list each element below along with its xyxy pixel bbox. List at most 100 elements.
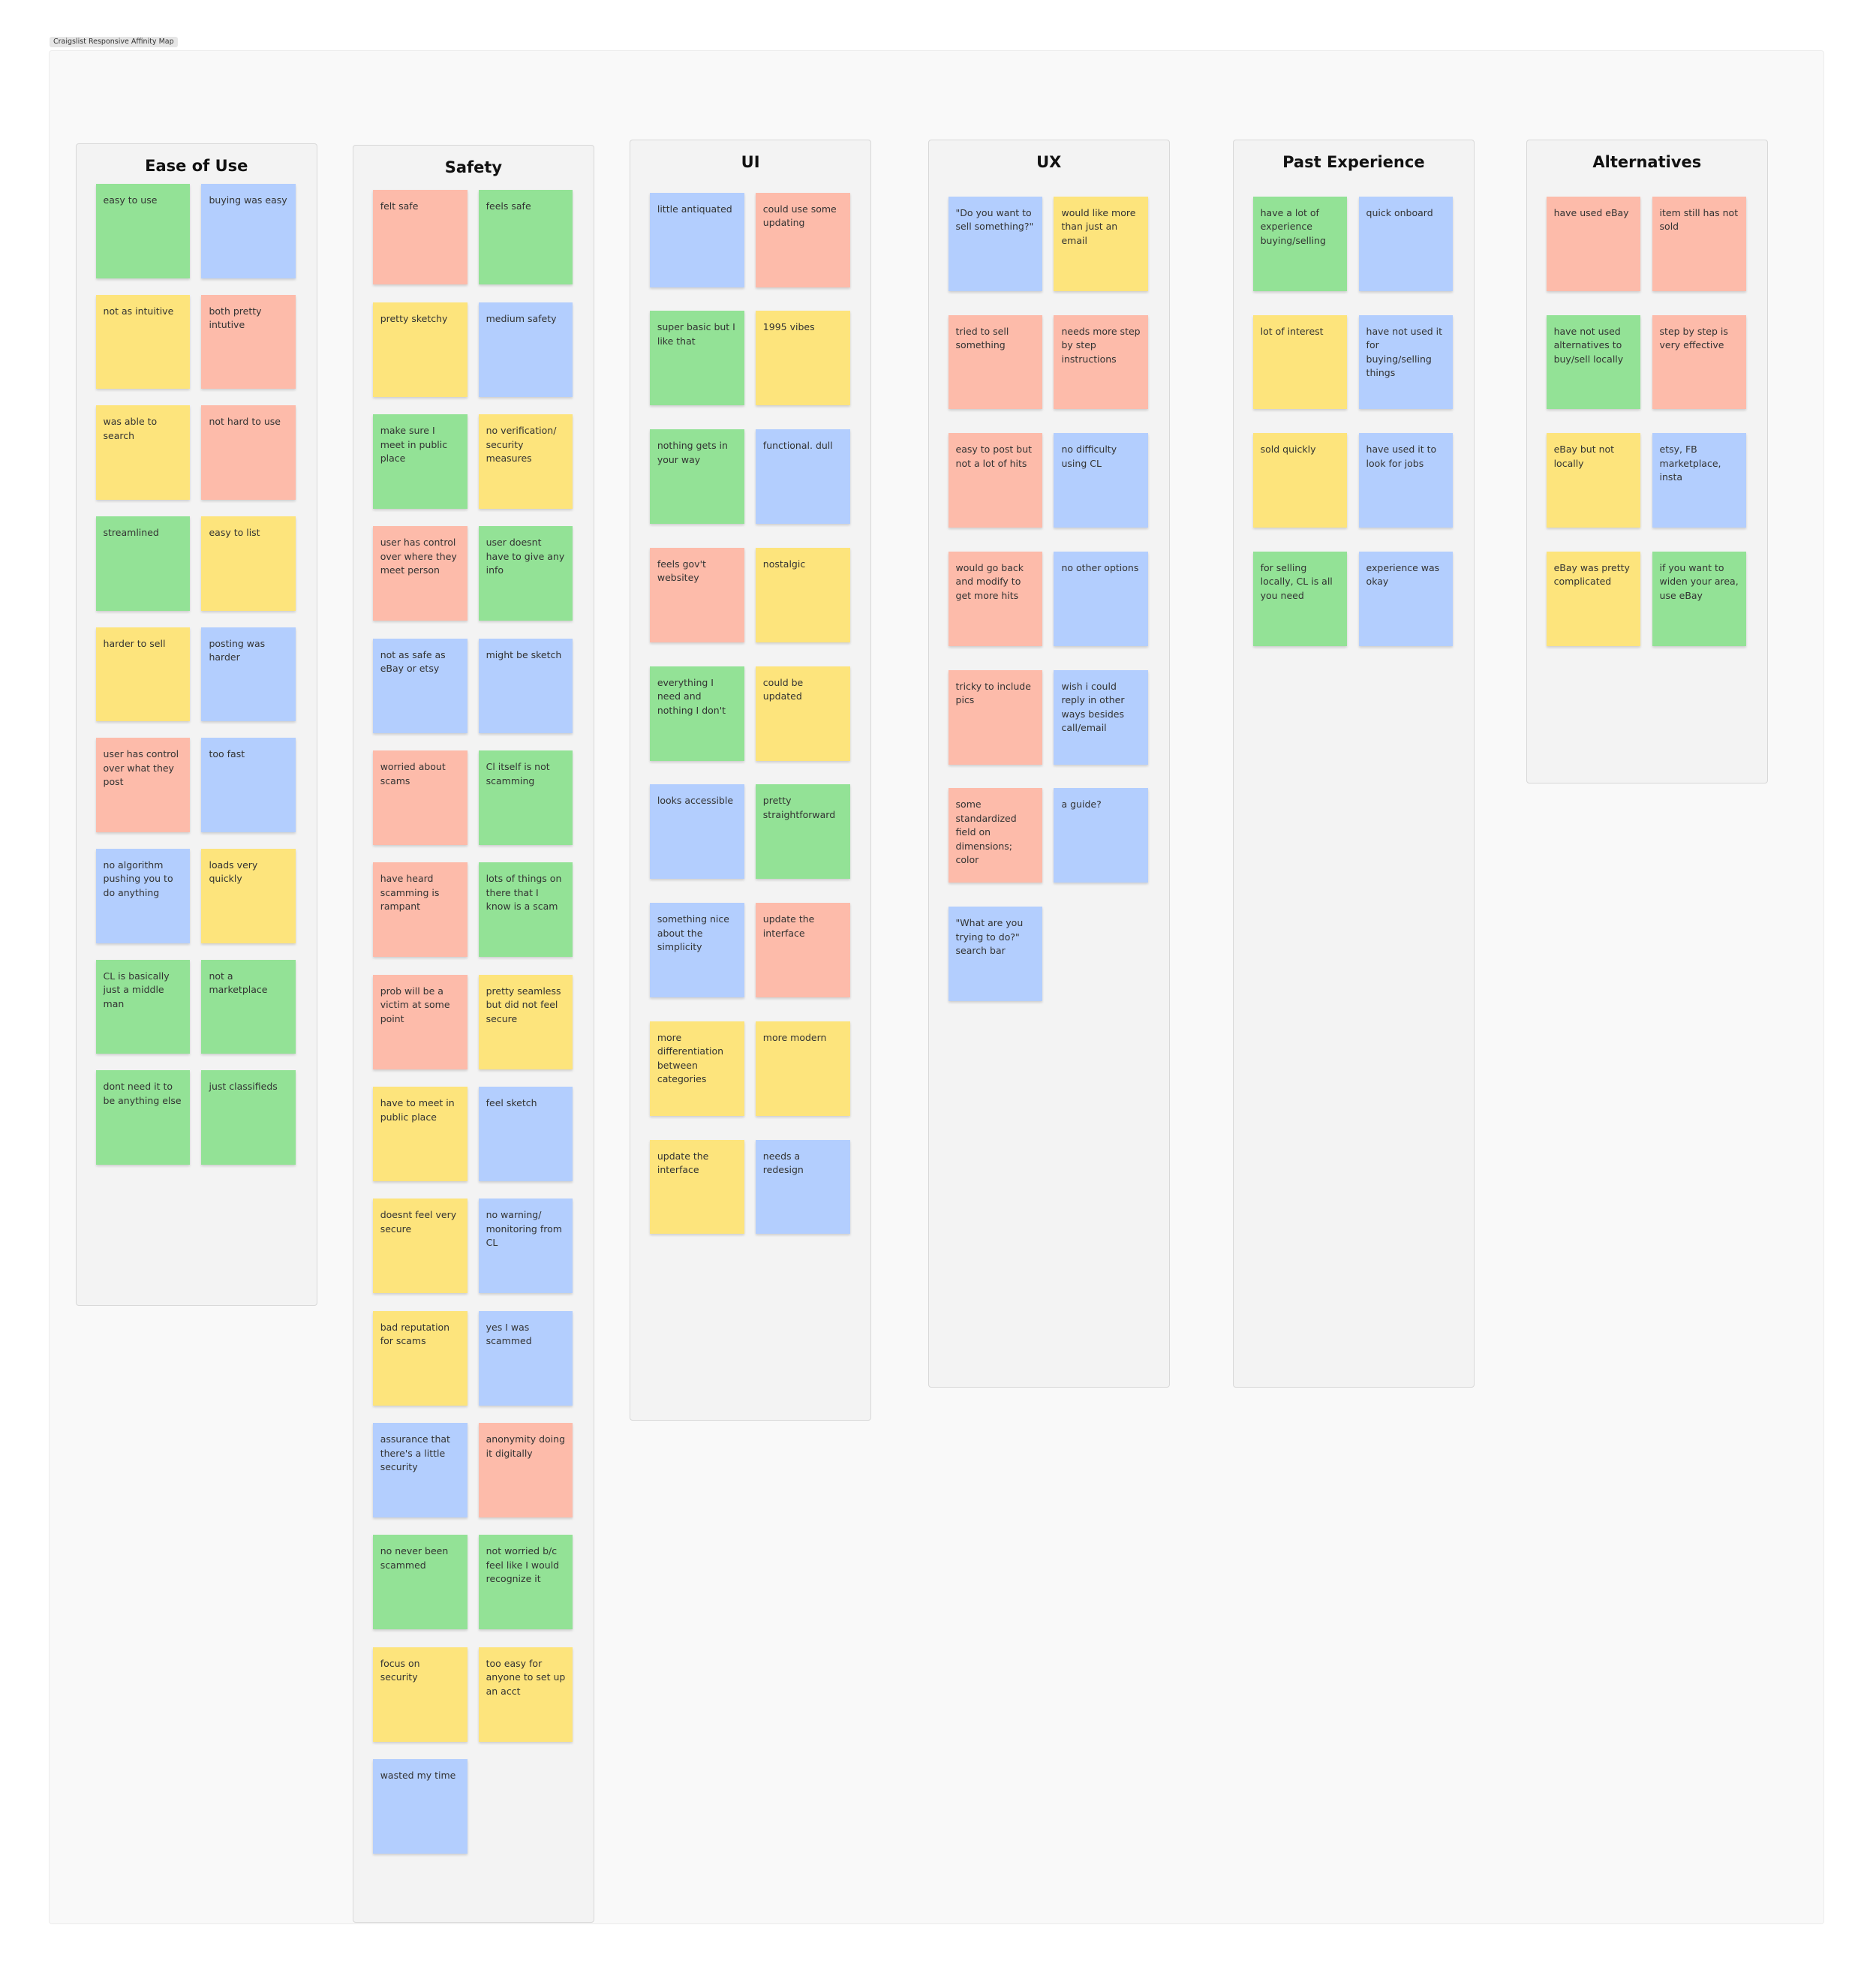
- sticky-note: have used it to look for jobs: [1358, 433, 1454, 528]
- sticky-note: focus on security: [372, 1647, 467, 1742]
- sticky-note: user has control over what they post: [95, 738, 191, 833]
- sticky-note: no algorithm pushing you to do anything: [95, 848, 191, 943]
- sticky-note: update the interface: [755, 903, 850, 997]
- sticky-note: not hard to use: [201, 405, 296, 501]
- sticky-note: lots of things on there that I know is a…: [478, 862, 573, 958]
- sticky-note: step by step is very effective: [1652, 314, 1747, 410]
- sticky-note: for selling locally, CL is all you need: [1252, 551, 1348, 646]
- sticky-note: posting was harder: [201, 627, 296, 722]
- sticky-note: eBay but not locally: [1546, 433, 1641, 528]
- column-title: Past Experience: [1282, 153, 1425, 172]
- sticky-note: item still has not sold: [1652, 196, 1747, 291]
- sticky-note: loads very quickly: [201, 848, 296, 943]
- sticky-note: wish i could reply in other ways besides…: [1054, 669, 1149, 765]
- sticky-note: nothing gets in your way: [649, 429, 744, 525]
- sticky-note: too fast: [201, 738, 296, 833]
- sticky-note: might be sketch: [478, 638, 573, 733]
- sticky-note: quick onboard: [1358, 196, 1454, 291]
- sticky-note: super basic but I like that: [649, 311, 744, 406]
- sticky-note: buying was easy: [201, 183, 296, 278]
- sticky-note: feel sketch: [478, 1087, 573, 1181]
- sticky-note: eBay was pretty complicated: [1546, 551, 1641, 646]
- column-title: UX: [1036, 153, 1062, 172]
- column-title: UI: [741, 153, 760, 172]
- sticky-note: easy to list: [201, 516, 296, 611]
- sticky-note: both pretty intutive: [201, 294, 296, 389]
- sticky-note: not a marketplace: [201, 959, 296, 1054]
- sticky-note: looks accessible: [649, 784, 744, 880]
- sticky-note: doesnt feel very secure: [372, 1199, 467, 1294]
- sticky-note: something nice about the simplicity: [649, 903, 744, 997]
- sticky-note: not as safe as eBay or etsy: [372, 638, 467, 733]
- sticky-note: etsy, FB marketplace, insta: [1652, 433, 1747, 528]
- sticky-note: needs more step by step instructions: [1054, 314, 1149, 410]
- sticky-note: some standardized field on dimensions; c…: [948, 788, 1043, 883]
- sticky-note: pretty sketchy: [372, 302, 467, 397]
- sticky-note: everything I need and nothing I don't: [649, 666, 744, 761]
- sticky-note: dont need it to be anything else: [95, 1070, 191, 1165]
- sticky-note: was able to search: [95, 405, 191, 501]
- sticky-note: have heard scamming is rampant: [372, 862, 467, 958]
- sticky-note: no never been scammed: [372, 1535, 467, 1630]
- sticky-note: nostalgic: [755, 547, 850, 642]
- sticky-note: user has control over where they meet pe…: [372, 526, 467, 621]
- sticky-note: have not used alternatives to buy/sell l…: [1546, 314, 1641, 410]
- sticky-note: anonymity doing it digitally: [478, 1423, 573, 1517]
- sticky-note: make sure I meet in public place: [372, 414, 467, 509]
- sticky-note: assurance that there's a little security: [372, 1423, 467, 1517]
- sticky-note: user doesnt have to give any info: [478, 526, 573, 621]
- sticky-note: felt safe: [372, 190, 467, 285]
- sticky-note: a guide?: [1054, 788, 1149, 883]
- sticky-note: 1995 vibes: [755, 311, 850, 406]
- sticky-note: too easy for anyone to set up an acct: [478, 1647, 573, 1742]
- sticky-note: tricky to include pics: [948, 669, 1043, 765]
- sticky-note: would like more than just an email: [1054, 196, 1149, 291]
- sticky-note: more modern: [755, 1021, 850, 1116]
- sticky-note: have used eBay: [1546, 196, 1641, 291]
- column-title: Alternatives: [1592, 153, 1702, 172]
- sticky-note: could be updated: [755, 666, 850, 761]
- sticky-note: would go back and modify to get more hit…: [948, 551, 1043, 646]
- sticky-note: feels safe: [478, 190, 573, 285]
- sticky-note: feels gov't websitey: [649, 547, 744, 642]
- sticky-note: experience was okay: [1358, 551, 1454, 646]
- sticky-note: tried to sell something: [948, 314, 1043, 410]
- sticky-note: medium safety: [478, 302, 573, 397]
- sticky-note: yes I was scammed: [478, 1310, 573, 1406]
- sticky-note: little antiquated: [649, 192, 744, 287]
- sticky-note: worried about scams: [372, 750, 467, 845]
- sticky-note: wasted my time: [372, 1759, 467, 1854]
- sticky-note: bad reputation for scams: [372, 1310, 467, 1406]
- sticky-note: pretty seamless but did not feel secure: [478, 974, 573, 1069]
- sticky-note: have not used it for buying/selling thin…: [1358, 314, 1454, 410]
- sticky-note: have a lot of experience buying/selling: [1252, 196, 1348, 291]
- column-title: Safety: [444, 158, 503, 176]
- column-title: Ease of Use: [145, 157, 248, 176]
- sticky-note: just classifieds: [201, 1070, 296, 1165]
- sticky-note: could use some updating: [755, 192, 850, 287]
- sticky-note: Cl itself is not scamming: [478, 750, 573, 845]
- sticky-note: CL is basically just a middle man: [95, 959, 191, 1054]
- sticky-note: harder to sell: [95, 627, 191, 722]
- sticky-note: functional. dull: [755, 429, 850, 525]
- sticky-note: needs a redesign: [755, 1139, 850, 1235]
- sticky-note: not worried b/c feel like I would recogn…: [478, 1535, 573, 1630]
- sticky-note: no warning/ monitoring from CL: [478, 1199, 573, 1294]
- sticky-note: no difficulty using CL: [1054, 433, 1149, 528]
- sticky-note: no other options: [1054, 551, 1149, 646]
- sticky-note: if you want to widen your area, use eBay: [1652, 551, 1747, 646]
- sticky-note: lot of interest: [1252, 314, 1348, 410]
- sticky-note: "Do you want to sell something?": [948, 196, 1043, 291]
- sticky-note: update the interface: [649, 1139, 744, 1235]
- sticky-note: not as intuitive: [95, 294, 191, 389]
- sticky-note: easy to post but not a lot of hits: [948, 433, 1043, 528]
- board-label[interactable]: Craigslist Responsive Affinity Map: [50, 37, 178, 47]
- sticky-note: have to meet in public place: [372, 1087, 467, 1181]
- sticky-note: sold quickly: [1252, 433, 1348, 528]
- sticky-note: pretty straightforward: [755, 784, 850, 880]
- sticky-note: more differentiation between categories: [649, 1021, 744, 1116]
- sticky-note: "What are you trying to do?" search bar: [948, 907, 1043, 1001]
- sticky-note: prob will be a victim at some point: [372, 974, 467, 1069]
- sticky-note: streamlined: [95, 516, 191, 611]
